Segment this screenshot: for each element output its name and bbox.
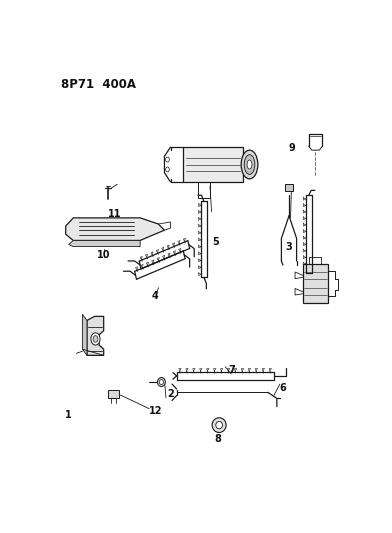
Polygon shape <box>136 266 138 272</box>
Polygon shape <box>198 259 202 262</box>
Text: 9: 9 <box>289 143 296 153</box>
Polygon shape <box>303 255 307 259</box>
Polygon shape <box>82 314 87 356</box>
Polygon shape <box>193 368 195 374</box>
Bar <box>285 184 293 191</box>
Polygon shape <box>69 240 140 247</box>
Polygon shape <box>200 368 202 374</box>
Polygon shape <box>163 255 165 261</box>
Text: 7: 7 <box>228 365 235 375</box>
Polygon shape <box>146 262 149 267</box>
Polygon shape <box>140 256 142 262</box>
Polygon shape <box>186 368 188 374</box>
Text: 4: 4 <box>152 291 159 301</box>
Polygon shape <box>303 197 307 200</box>
Polygon shape <box>303 236 307 239</box>
Polygon shape <box>241 368 244 374</box>
Bar <box>108 390 119 399</box>
FancyBboxPatch shape <box>183 147 243 182</box>
Text: 10: 10 <box>97 250 111 260</box>
Text: 11: 11 <box>107 209 121 219</box>
Text: 8: 8 <box>214 434 221 445</box>
Polygon shape <box>183 238 185 244</box>
Polygon shape <box>178 240 180 246</box>
Polygon shape <box>234 368 237 374</box>
Polygon shape <box>167 245 169 250</box>
Polygon shape <box>303 243 307 246</box>
Polygon shape <box>198 245 202 248</box>
Polygon shape <box>214 368 216 374</box>
Polygon shape <box>157 257 160 263</box>
Circle shape <box>91 333 100 345</box>
Ellipse shape <box>159 379 163 384</box>
Polygon shape <box>198 238 202 241</box>
Polygon shape <box>168 253 170 258</box>
Polygon shape <box>198 217 202 220</box>
Polygon shape <box>221 368 223 374</box>
Polygon shape <box>303 269 307 272</box>
Polygon shape <box>179 368 181 374</box>
Ellipse shape <box>212 418 226 432</box>
Polygon shape <box>87 317 103 356</box>
Polygon shape <box>303 210 307 213</box>
Ellipse shape <box>216 422 223 429</box>
Polygon shape <box>198 224 202 227</box>
Text: 6: 6 <box>279 383 286 393</box>
Polygon shape <box>66 218 165 240</box>
Ellipse shape <box>247 160 252 169</box>
Polygon shape <box>198 203 202 207</box>
Polygon shape <box>303 216 307 220</box>
Bar <box>303 264 328 303</box>
Ellipse shape <box>241 150 258 179</box>
Text: 1: 1 <box>65 410 72 420</box>
Polygon shape <box>156 249 159 255</box>
Polygon shape <box>227 368 230 374</box>
Polygon shape <box>303 249 307 252</box>
Polygon shape <box>198 252 202 255</box>
Polygon shape <box>172 243 175 248</box>
Polygon shape <box>173 251 176 256</box>
Circle shape <box>93 336 98 342</box>
Text: 2: 2 <box>167 389 174 399</box>
Polygon shape <box>162 247 164 253</box>
Polygon shape <box>248 368 251 374</box>
Polygon shape <box>198 210 202 213</box>
Circle shape <box>166 167 169 172</box>
Text: 12: 12 <box>149 406 162 416</box>
Circle shape <box>166 157 169 162</box>
Polygon shape <box>198 265 202 269</box>
Polygon shape <box>262 368 265 374</box>
Polygon shape <box>255 368 258 374</box>
Polygon shape <box>303 223 307 226</box>
Polygon shape <box>207 368 209 374</box>
Text: 5: 5 <box>213 238 220 247</box>
Polygon shape <box>198 231 202 234</box>
Polygon shape <box>269 368 272 374</box>
Polygon shape <box>198 272 202 276</box>
Text: 8P71  400A: 8P71 400A <box>61 78 136 91</box>
Polygon shape <box>141 264 143 270</box>
Polygon shape <box>303 229 307 233</box>
Polygon shape <box>152 260 154 265</box>
Ellipse shape <box>244 155 255 174</box>
Polygon shape <box>145 254 148 259</box>
Text: 3: 3 <box>286 241 292 252</box>
Polygon shape <box>303 204 307 207</box>
Polygon shape <box>179 248 181 254</box>
Polygon shape <box>303 262 307 265</box>
Polygon shape <box>151 252 153 257</box>
Ellipse shape <box>158 377 165 386</box>
